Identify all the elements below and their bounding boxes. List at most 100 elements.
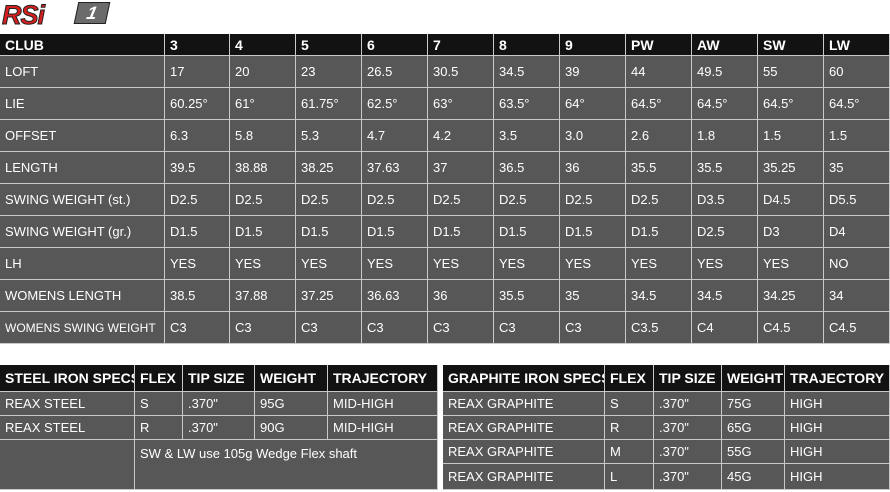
table-cell: 37.63 [362, 152, 428, 184]
table-cell: 1.8 [692, 120, 758, 152]
table-cell: 35 [560, 280, 626, 312]
row-label: REAX GRAPHITE [443, 464, 605, 490]
header-cell: 9 [560, 34, 626, 56]
table-cell: MID-HIGH [328, 392, 438, 416]
table-cell: D2.5 [560, 184, 626, 216]
table-cell: .370" [654, 416, 722, 440]
table-cell: YES [428, 248, 494, 280]
table-cell: YES [230, 248, 296, 280]
logo: RSi 1 [0, 0, 111, 31]
table-cell: 35.5 [494, 280, 560, 312]
table-cell: 64.5° [758, 88, 824, 120]
table-cell: 34 [824, 280, 890, 312]
table-cell: S [135, 392, 183, 416]
header-cell: CLUB [0, 34, 165, 56]
table-cell: 6.3 [165, 120, 230, 152]
table-cell: 75G [722, 392, 785, 416]
table-cell: HIGH [785, 416, 890, 440]
table-cell: 39 [560, 56, 626, 88]
table-cell: 37.88 [230, 280, 296, 312]
row-label: REAX GRAPHITE [443, 416, 605, 440]
header-cell: GRAPHITE IRON SPECS [443, 365, 605, 392]
table-cell: .370" [183, 392, 255, 416]
table-cell: YES [758, 248, 824, 280]
table-cell: 36 [560, 152, 626, 184]
header-cell: 8 [494, 34, 560, 56]
table-cell: D1.5 [428, 216, 494, 248]
table-cell: 39.5 [165, 152, 230, 184]
table-cell: 63° [428, 88, 494, 120]
table-cell: D1.5 [494, 216, 560, 248]
table-cell: C3 [494, 312, 560, 344]
row-label: OFFSET [0, 120, 165, 152]
table-cell: HIGH [785, 440, 890, 464]
table-cell: 55G [722, 440, 785, 464]
table-cell: D2.5 [494, 184, 560, 216]
table-cell: 60.25° [165, 88, 230, 120]
header-cell: TIP SIZE [183, 365, 255, 392]
table-cell: 36.5 [494, 152, 560, 184]
header-cell: FLEX [135, 365, 183, 392]
table-cell: 37 [428, 152, 494, 184]
table-cell: L [605, 464, 654, 490]
header-cell: 4 [230, 34, 296, 56]
table-cell: 64.5° [626, 88, 692, 120]
table-cell: YES [560, 248, 626, 280]
header-cell: STEEL IRON SPECS [0, 365, 135, 392]
row-label: LENGTH [0, 152, 165, 184]
table-cell: 5.3 [296, 120, 362, 152]
table-cell: YES [296, 248, 362, 280]
table-cell: .370" [183, 416, 255, 440]
table-cell: 34.25 [758, 280, 824, 312]
table-cell: D2.5 [296, 184, 362, 216]
row-label: LH [0, 248, 165, 280]
table-cell: 65G [722, 416, 785, 440]
table-cell: .370" [654, 440, 722, 464]
table-cell: D1.5 [362, 216, 428, 248]
row-label: REAX GRAPHITE [443, 440, 605, 464]
table-cell: 38.25 [296, 152, 362, 184]
table-cell: 34.5 [626, 280, 692, 312]
table-cell: D1.5 [626, 216, 692, 248]
table-cell: S [605, 392, 654, 416]
table-cell: 30.5 [428, 56, 494, 88]
table-cell: C4.5 [824, 312, 890, 344]
table-cell: R [605, 416, 654, 440]
table-cell: 61.75° [296, 88, 362, 120]
table-cell: C3 [560, 312, 626, 344]
table-cell: 35.5 [626, 152, 692, 184]
table-cell: D4 [824, 216, 890, 248]
table-cell: M [605, 440, 654, 464]
table-cell: 61° [230, 88, 296, 120]
table-cell: D1.5 [230, 216, 296, 248]
table-cell: 60 [824, 56, 890, 88]
header-cell: SW [758, 34, 824, 56]
table-cell: YES [165, 248, 230, 280]
header-cell: 6 [362, 34, 428, 56]
header-cell: 5 [296, 34, 362, 56]
table-cell: C3 [165, 312, 230, 344]
table-cell: C4 [692, 312, 758, 344]
table-cell: D4.5 [758, 184, 824, 216]
table-cell: D2.5 [626, 184, 692, 216]
header-cell: 3 [165, 34, 230, 56]
header-cell: PW [626, 34, 692, 56]
table-cell: 4.2 [428, 120, 494, 152]
row-label: REAX STEEL [0, 416, 135, 440]
table-cell: 3.0 [560, 120, 626, 152]
note: SW & LW use 105g Wedge Flex shaft [135, 440, 438, 490]
table-cell: 37.25 [296, 280, 362, 312]
table-cell: YES [362, 248, 428, 280]
table-cell: HIGH [785, 464, 890, 490]
table-cell: 36 [428, 280, 494, 312]
table-cell: 34.5 [692, 280, 758, 312]
table-cell: NO [824, 248, 890, 280]
table-cell: C3 [362, 312, 428, 344]
table-cell: 26.5 [362, 56, 428, 88]
row-label: LIE [0, 88, 165, 120]
header-cell: TIP SIZE [654, 365, 722, 392]
table-cell: MID-HIGH [328, 416, 438, 440]
table-cell: 45G [722, 464, 785, 490]
table-cell: D5.5 [824, 184, 890, 216]
table-cell: 5.8 [230, 120, 296, 152]
